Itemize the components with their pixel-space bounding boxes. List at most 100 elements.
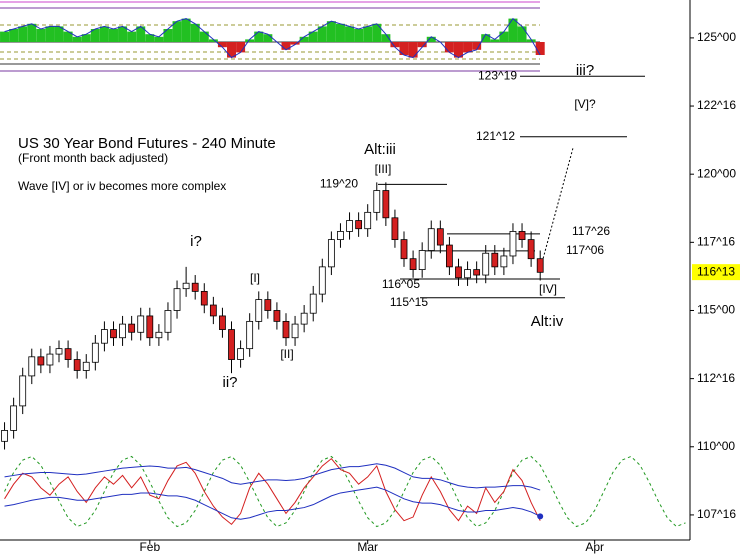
- oscillator-line: [4, 486, 541, 520]
- histogram-bar: [199, 31, 209, 42]
- candle-body: [237, 348, 244, 360]
- y-tick-label: 117^16: [697, 235, 735, 249]
- histogram-bar: [481, 34, 491, 42]
- candle-body: [373, 190, 381, 213]
- candle-body: [10, 405, 18, 431]
- histogram-bar: [90, 29, 100, 42]
- candle-body: [427, 228, 435, 251]
- histogram-bar: [154, 36, 164, 42]
- candle-body: [209, 304, 217, 317]
- histogram-bar: [81, 34, 91, 42]
- candle-body: [482, 252, 490, 276]
- candle-body: [473, 269, 481, 276]
- candle-body: [146, 315, 154, 339]
- histogram-bar: [236, 42, 246, 53]
- histogram-bar: [299, 36, 309, 42]
- histogram-bar: [45, 26, 55, 42]
- histogram-bar: [290, 42, 300, 45]
- histogram-bar: [426, 36, 436, 42]
- histogram-bar: [136, 26, 146, 42]
- histogram-bar: [163, 29, 173, 42]
- candle-body: [500, 255, 508, 268]
- candle-body: [300, 312, 308, 325]
- candle-body: [173, 288, 181, 311]
- candle-body: [527, 239, 535, 260]
- oscillator-line: [4, 463, 541, 491]
- candle-body: [382, 190, 390, 219]
- x-tick-label: Apr: [585, 540, 604, 554]
- candle-body: [64, 348, 72, 360]
- candle-body: [37, 356, 45, 366]
- candle-body: [1, 430, 8, 442]
- histogram-bar: [363, 26, 373, 42]
- candle-body: [246, 320, 254, 350]
- histogram-bar: [381, 34, 391, 42]
- candle-body: [436, 228, 444, 246]
- y-tick-label: 120^00: [697, 166, 736, 180]
- histogram-bar: [245, 39, 255, 42]
- histogram-bar: [508, 18, 518, 42]
- candle-body: [200, 290, 208, 306]
- histogram-bar: [208, 39, 218, 42]
- level-label: 121^12: [476, 129, 515, 143]
- wave-label: Alt:iii: [364, 141, 396, 158]
- histogram-bar: [18, 26, 28, 42]
- histogram-bar: [308, 31, 318, 42]
- candle-body: [364, 211, 372, 230]
- candle-body: [282, 320, 290, 339]
- last-point: [537, 513, 544, 520]
- wave-label: iii?: [576, 62, 594, 79]
- histogram-bar: [335, 23, 345, 42]
- histogram-bar: [172, 21, 182, 42]
- chart-subtitle: (Front month back adjusted): [18, 151, 168, 165]
- candle-body: [327, 239, 335, 268]
- candle-body: [19, 375, 27, 407]
- candle-body: [391, 217, 399, 241]
- candle-body: [518, 231, 526, 241]
- candle-body: [400, 239, 408, 260]
- histogram-bar: [118, 26, 128, 42]
- level-label: 117^26: [572, 224, 610, 238]
- candle-body: [273, 310, 281, 322]
- candle-body: [355, 220, 363, 230]
- histogram-bar: [181, 18, 191, 42]
- candle-body: [491, 252, 499, 268]
- histogram-bar: [526, 39, 536, 42]
- histogram-bar: [444, 42, 454, 53]
- candle-body: [509, 231, 517, 257]
- histogram-bar: [127, 31, 137, 42]
- histogram-line: [4, 17, 541, 59]
- chart-note: Wave [IV] or iv becomes more complex: [18, 179, 226, 193]
- histogram-bar: [36, 29, 46, 42]
- wave-label: ii?: [222, 374, 237, 391]
- histogram-bar: [254, 31, 264, 42]
- candle-body: [155, 331, 163, 339]
- wave-label: Alt:iv: [531, 313, 564, 330]
- histogram-bar: [0, 31, 10, 42]
- histogram-bar: [345, 26, 355, 42]
- histogram-bar: [63, 31, 73, 42]
- candle-body: [82, 361, 90, 371]
- histogram-bar: [99, 26, 109, 42]
- candle-body: [55, 348, 63, 355]
- candle-body: [101, 329, 108, 344]
- histogram-bar: [72, 36, 82, 42]
- cycle-line: [4, 455, 686, 528]
- histogram-bar: [227, 42, 237, 58]
- histogram-bar: [281, 42, 291, 50]
- candle-body: [536, 258, 544, 273]
- level-label: 123^19: [478, 68, 517, 82]
- wave-label: [IV]: [539, 282, 557, 296]
- y-tick-label: 110^00: [697, 439, 735, 453]
- candle-body: [309, 293, 317, 314]
- y-tick-label: 112^16: [697, 371, 735, 385]
- histogram-bar: [317, 26, 327, 42]
- candle-body: [455, 266, 462, 279]
- candle-body: [73, 359, 81, 371]
- candle-body: [255, 299, 263, 322]
- wave-label: [V]?: [574, 97, 596, 111]
- level-label: 116^05: [382, 277, 420, 291]
- histogram-bar: [499, 31, 509, 42]
- histogram-bar: [190, 23, 200, 42]
